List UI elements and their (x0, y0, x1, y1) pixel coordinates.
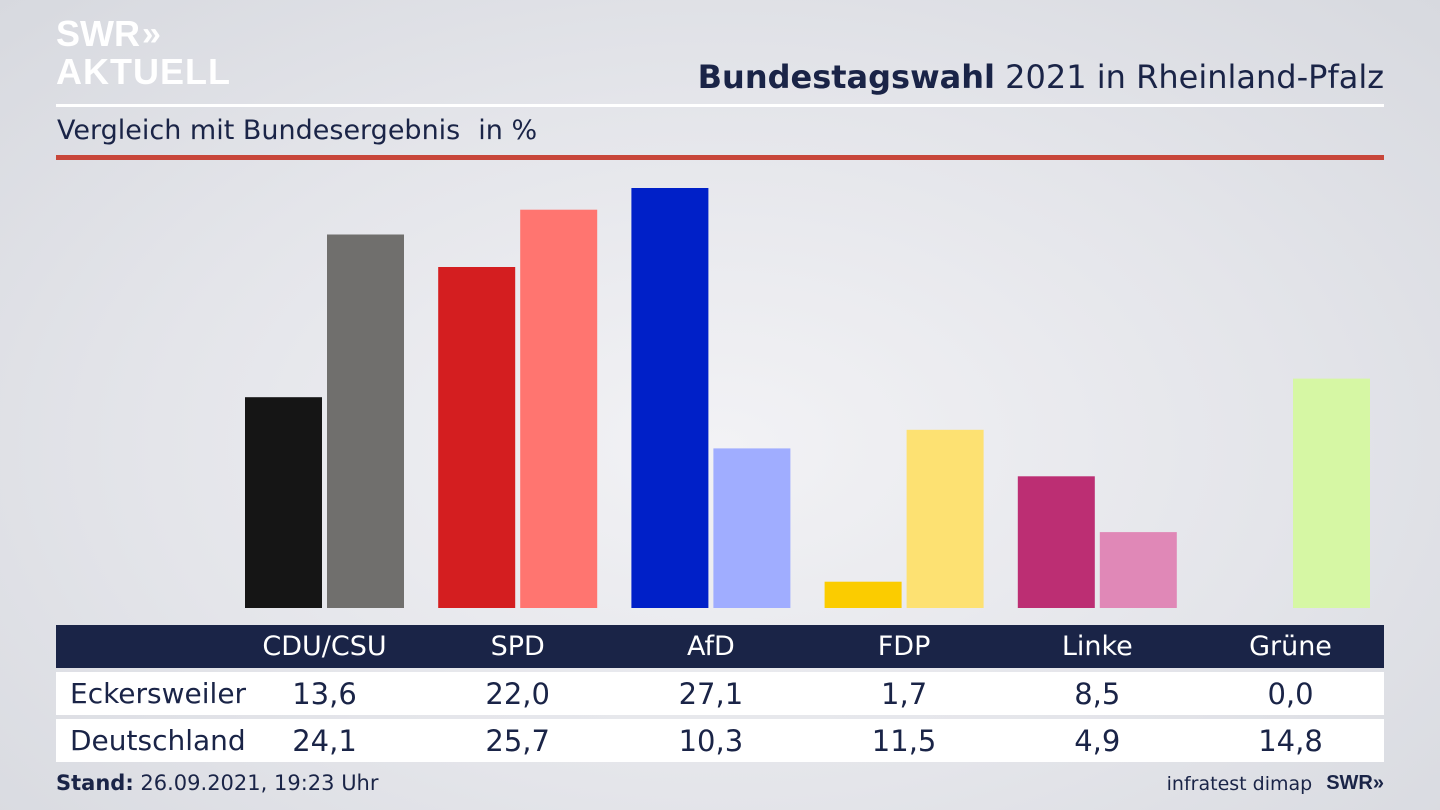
value-cell: 13,6 (292, 676, 357, 711)
value-cell: 25,7 (485, 723, 550, 758)
value-cell: 22,0 (485, 676, 550, 711)
value-cell: 1,7 (881, 676, 928, 711)
logo-aktuell-text: AKTUELL (56, 51, 231, 92)
bar-linke-eckersweiler (1017, 476, 1095, 608)
value-cell: 8,5 (1074, 676, 1121, 711)
bar-fdp-eckersweiler (824, 581, 902, 608)
bar-fdp-deutschland (906, 429, 984, 608)
column-header: FDP (877, 631, 931, 662)
value-cell: 10,3 (678, 723, 744, 758)
bar-afd-eckersweiler (631, 188, 709, 608)
bar-afd-deutschland (713, 448, 791, 608)
value-cell: 11,5 (871, 723, 937, 758)
accent-divider (56, 155, 1384, 160)
bar-spd-deutschland (520, 209, 598, 608)
table-row: Deutschland 24,1 25,7 10,3 11,5 4,9 14,8 (56, 719, 1384, 762)
table-row: Eckersweiler 13,6 22,0 27,1 1,7 8,5 0,0 (56, 672, 1384, 715)
title-bold: Bundestagswahl (697, 58, 995, 96)
bar-cdu-csu-eckersweiler (245, 397, 322, 608)
source-text: infratest dimap (1166, 772, 1313, 795)
header-divider (56, 104, 1384, 107)
bar-cdu-csu-deutschland (327, 234, 404, 608)
swr-brand-logo: SWR» (1326, 772, 1384, 794)
source-credit: infratest dimap SWR» (1167, 772, 1384, 795)
stand-value: 26.09.2021, 19:23 Uhr (140, 771, 379, 795)
value-cell: 24,1 (292, 723, 357, 758)
value-cell: 27,1 (678, 676, 744, 711)
chart-subtitle: Vergleich mit Bundesergebnis in % (57, 115, 537, 146)
column-header: SPD (490, 631, 545, 662)
results-table: CDU/CSU SPD AfD FDP Linke Grüne Eckersweiler … (56, 625, 1384, 762)
page-title: Bundestagswahl 2021 in Rheinland-Pfalz (698, 58, 1384, 96)
table-header: CDU/CSU SPD AfD FDP Linke Grüne (56, 625, 1384, 668)
value-cell: 4,9 (1074, 723, 1121, 758)
subtitle-text: Vergleich mit Bundesergebnis (57, 115, 461, 146)
column-header: AfD (686, 631, 735, 662)
stand-label: Stand: (56, 771, 134, 795)
row-label-deutschland: Deutschland (70, 724, 246, 757)
bar-spd-eckersweiler (438, 267, 516, 608)
unit-label: in % (478, 115, 538, 146)
swr-aktuell-logo: SWR » AKTUELL (56, 16, 231, 90)
column-header: Linke (1061, 631, 1133, 662)
title-rest: 2021 in Rheinland-Pfalz (1005, 58, 1384, 96)
column-header: CDU/CSU (262, 631, 387, 662)
bar-gr-ne-deutschland (1293, 378, 1370, 608)
logo-swr-text: SWR (56, 13, 140, 54)
value-cell: 14,8 (1258, 723, 1323, 758)
timestamp: Stand: 26.09.2021, 19:23 Uhr (56, 771, 379, 795)
column-header: Grüne (1249, 631, 1332, 662)
bar-linke-deutschland (1099, 532, 1177, 608)
row-label-eckersweiler: Eckersweiler (70, 677, 247, 710)
value-cell: 0,0 (1267, 676, 1314, 711)
